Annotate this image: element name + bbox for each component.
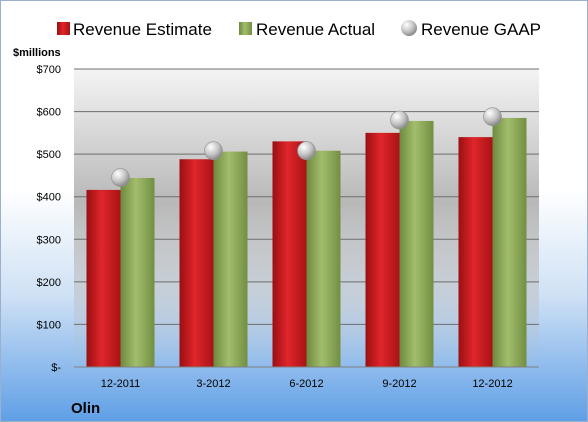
y-tick-label: $600	[37, 107, 61, 119]
marker-revenue-gaap	[297, 141, 316, 161]
bar-revenue-estimate	[365, 132, 400, 367]
x-tick-label: 6-2012	[289, 378, 323, 390]
y-tick-label: $300	[37, 234, 61, 246]
y-tick-label: $400	[37, 192, 61, 204]
x-tick-label: 3-2012	[196, 378, 230, 390]
legend-swatch-estimate	[57, 22, 70, 35]
x-tick-label: 9-2012	[382, 378, 416, 390]
y-tick-label: $700	[37, 64, 61, 76]
legend-item-actual: Revenue Actual	[239, 20, 375, 39]
legend-swatch-actual	[239, 22, 252, 35]
legend-item-gaap: Revenue GAAP	[401, 20, 541, 39]
y-tick-label: $500	[37, 149, 61, 161]
company-name: Olin	[71, 400, 100, 417]
marker-revenue-gaap	[111, 168, 130, 187]
x-tick-label: 12-2011	[101, 378, 141, 390]
gaap-markers	[111, 107, 502, 187]
legend-label-estimate: Revenue Estimate	[73, 20, 212, 39]
y-tick-label: $200	[37, 277, 61, 289]
legend-marker-gaap	[401, 20, 417, 36]
bar-revenue-estimate	[86, 189, 121, 367]
marker-revenue-gaap	[483, 107, 502, 126]
y-tick-label: $-	[51, 362, 61, 374]
bar-revenue-estimate	[272, 141, 307, 367]
bar-revenue-actual	[306, 150, 341, 367]
bars	[86, 117, 527, 368]
legend-label-gaap: Revenue GAAP	[421, 20, 541, 39]
marker-revenue-gaap	[390, 110, 409, 130]
bar-revenue-estimate	[179, 159, 214, 367]
bar-revenue-estimate	[458, 137, 493, 367]
legend: Revenue Estimate Revenue Actual Revenue …	[57, 20, 541, 39]
bar-revenue-actual	[213, 151, 248, 367]
x-tick-label: 12-2012	[472, 378, 512, 390]
bar-revenue-actual	[120, 177, 155, 367]
legend-label-actual: Revenue Actual	[256, 20, 375, 39]
y-axis-ticks: $- $100 $200 $300 $400 $500 $600 $700	[37, 64, 62, 374]
bar-revenue-actual	[492, 117, 527, 367]
y-tick-label: $100	[37, 319, 61, 331]
y-axis-unit-label: $millions	[13, 47, 61, 59]
x-axis-ticks: 12-2011 3-2012 6-2012 9-2012 12-2012	[101, 378, 513, 390]
marker-revenue-gaap	[204, 141, 223, 161]
legend-item-estimate: Revenue Estimate	[57, 20, 212, 39]
bar-revenue-actual	[399, 120, 434, 368]
